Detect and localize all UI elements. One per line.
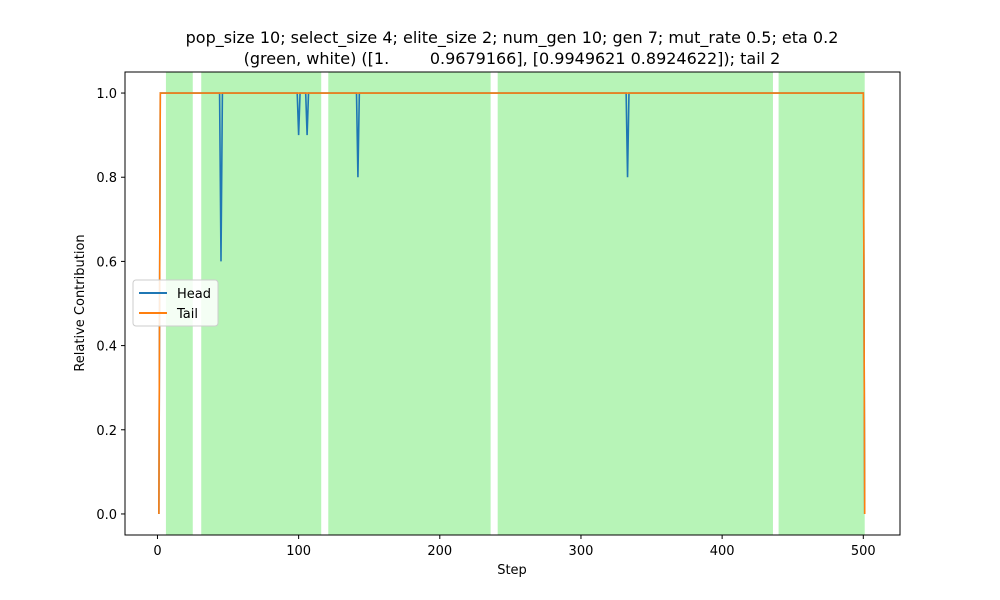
legend-label-head: Head (177, 287, 211, 302)
axes-frame (124, 71, 901, 536)
y-tick-label-1: 0.2 (96, 424, 117, 439)
x-tick-label-4: 400 (710, 544, 735, 559)
y-tick-label-3: 0.6 (96, 255, 117, 270)
band-3 (497, 72, 773, 535)
band-4 (778, 72, 865, 535)
y-tick-label-2: 0.4 (96, 340, 117, 355)
x-tick-label-2: 200 (427, 544, 452, 559)
plot-area: 0 100 200 300 400 500 0.0 0.2 0.4 0.6 0.8 1.0 Head Ta… (96, 71, 901, 559)
band-2 (328, 72, 491, 535)
x-tick-label-5: 500 (851, 544, 876, 559)
x-axis-label: Step (497, 563, 527, 578)
x-tick-label-1: 100 (286, 544, 311, 559)
legend-label-tail: Tail (176, 307, 198, 322)
series-line-head (158, 92, 866, 514)
y-tick-label-0: 0.0 (96, 508, 117, 523)
y-tick-label-5: 1.0 (96, 87, 117, 102)
chart-subtitle: (green, white) ([1. 0.9679166], [0.99496… (244, 49, 781, 68)
y-axis-label: Relative Contribution (73, 234, 88, 371)
chart-title: pop_size 10; select_size 4; elite_size 2… (186, 28, 839, 48)
legend: Head Tail (132, 279, 219, 327)
legend-box (132, 279, 219, 327)
x-tick-label-0: 0 (153, 544, 161, 559)
x-tick-label-3: 300 (569, 544, 594, 559)
y-tick-label-4: 0.8 (96, 171, 117, 186)
